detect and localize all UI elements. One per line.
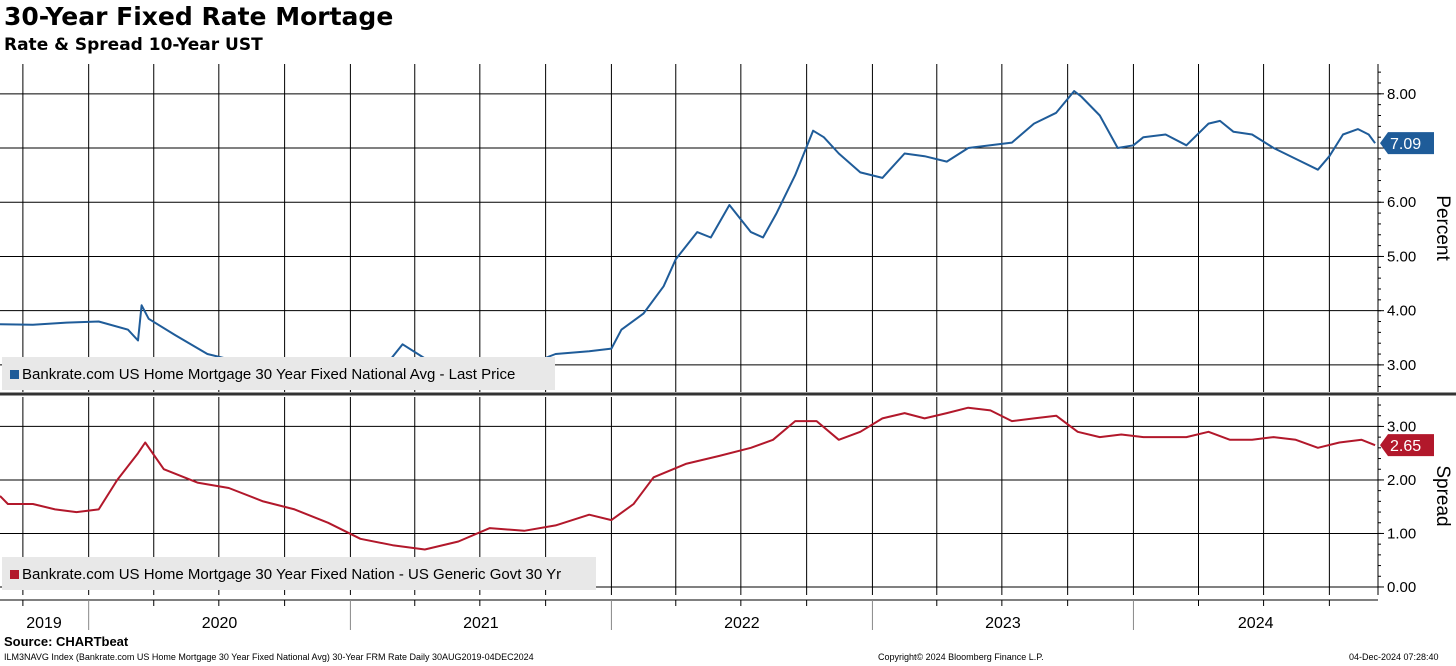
- spread-line: [0, 406, 1376, 551]
- x-year-label: 2024: [1238, 615, 1274, 632]
- chart-subtitle: Rate & Spread 10-Year UST: [4, 35, 263, 55]
- x-year-label: 2021: [463, 615, 499, 632]
- x-year-label: 2022: [724, 615, 760, 632]
- footer-copyright: Copyright© 2024 Bloomberg Finance L.P.: [878, 652, 1044, 662]
- chart-title: 30-Year Fixed Rate Mortage: [4, 2, 394, 31]
- footer-ticker-info: ILM3NAVG Index (Bankrate.com US Home Mor…: [4, 652, 534, 662]
- legend-swatch: [10, 570, 19, 579]
- y-tick-label: 0.00: [1387, 579, 1416, 596]
- x-year-label: 2019: [26, 615, 62, 632]
- y-tick-label: 4.00: [1387, 303, 1416, 320]
- footer-timestamp: 04-Dec-2024 07:28:40: [1349, 652, 1439, 662]
- x-year-label: 2020: [202, 615, 238, 632]
- legend-label: Bankrate.com US Home Mortgage 30 Year Fi…: [22, 366, 515, 383]
- y-tick-label: 1.00: [1387, 525, 1416, 542]
- source-note: Source: CHARTbeat: [4, 634, 129, 649]
- legend-box: [2, 557, 596, 590]
- legend-box: [2, 357, 555, 390]
- legend-label: Bankrate.com US Home Mortgage 30 Year Fi…: [22, 566, 561, 583]
- legend-swatch: [10, 370, 19, 379]
- mortgage-rate-line: [0, 90, 1376, 373]
- last-value-label: 7.09: [1390, 136, 1421, 153]
- y-tick-label: 5.00: [1387, 248, 1416, 265]
- y-tick-label: 8.00: [1387, 86, 1416, 103]
- x-year-label: 2023: [985, 615, 1021, 632]
- y-tick-label: 3.00: [1387, 357, 1416, 374]
- last-value-label: 2.65: [1390, 438, 1421, 455]
- y-tick-label: 6.00: [1387, 194, 1416, 211]
- last-value-tag: [1380, 434, 1434, 457]
- y-tick-label: 2.00: [1387, 472, 1416, 489]
- y-axis-title: Percent: [1432, 195, 1453, 261]
- last-value-tag: [1380, 132, 1434, 155]
- spread-panel: 0.00 1.00 2.00 3.00 Bankrate.com US Home Mor…: [0, 397, 1453, 596]
- y-axis-title: Spread: [1432, 465, 1453, 526]
- y-tick-label: 3.00: [1387, 418, 1416, 435]
